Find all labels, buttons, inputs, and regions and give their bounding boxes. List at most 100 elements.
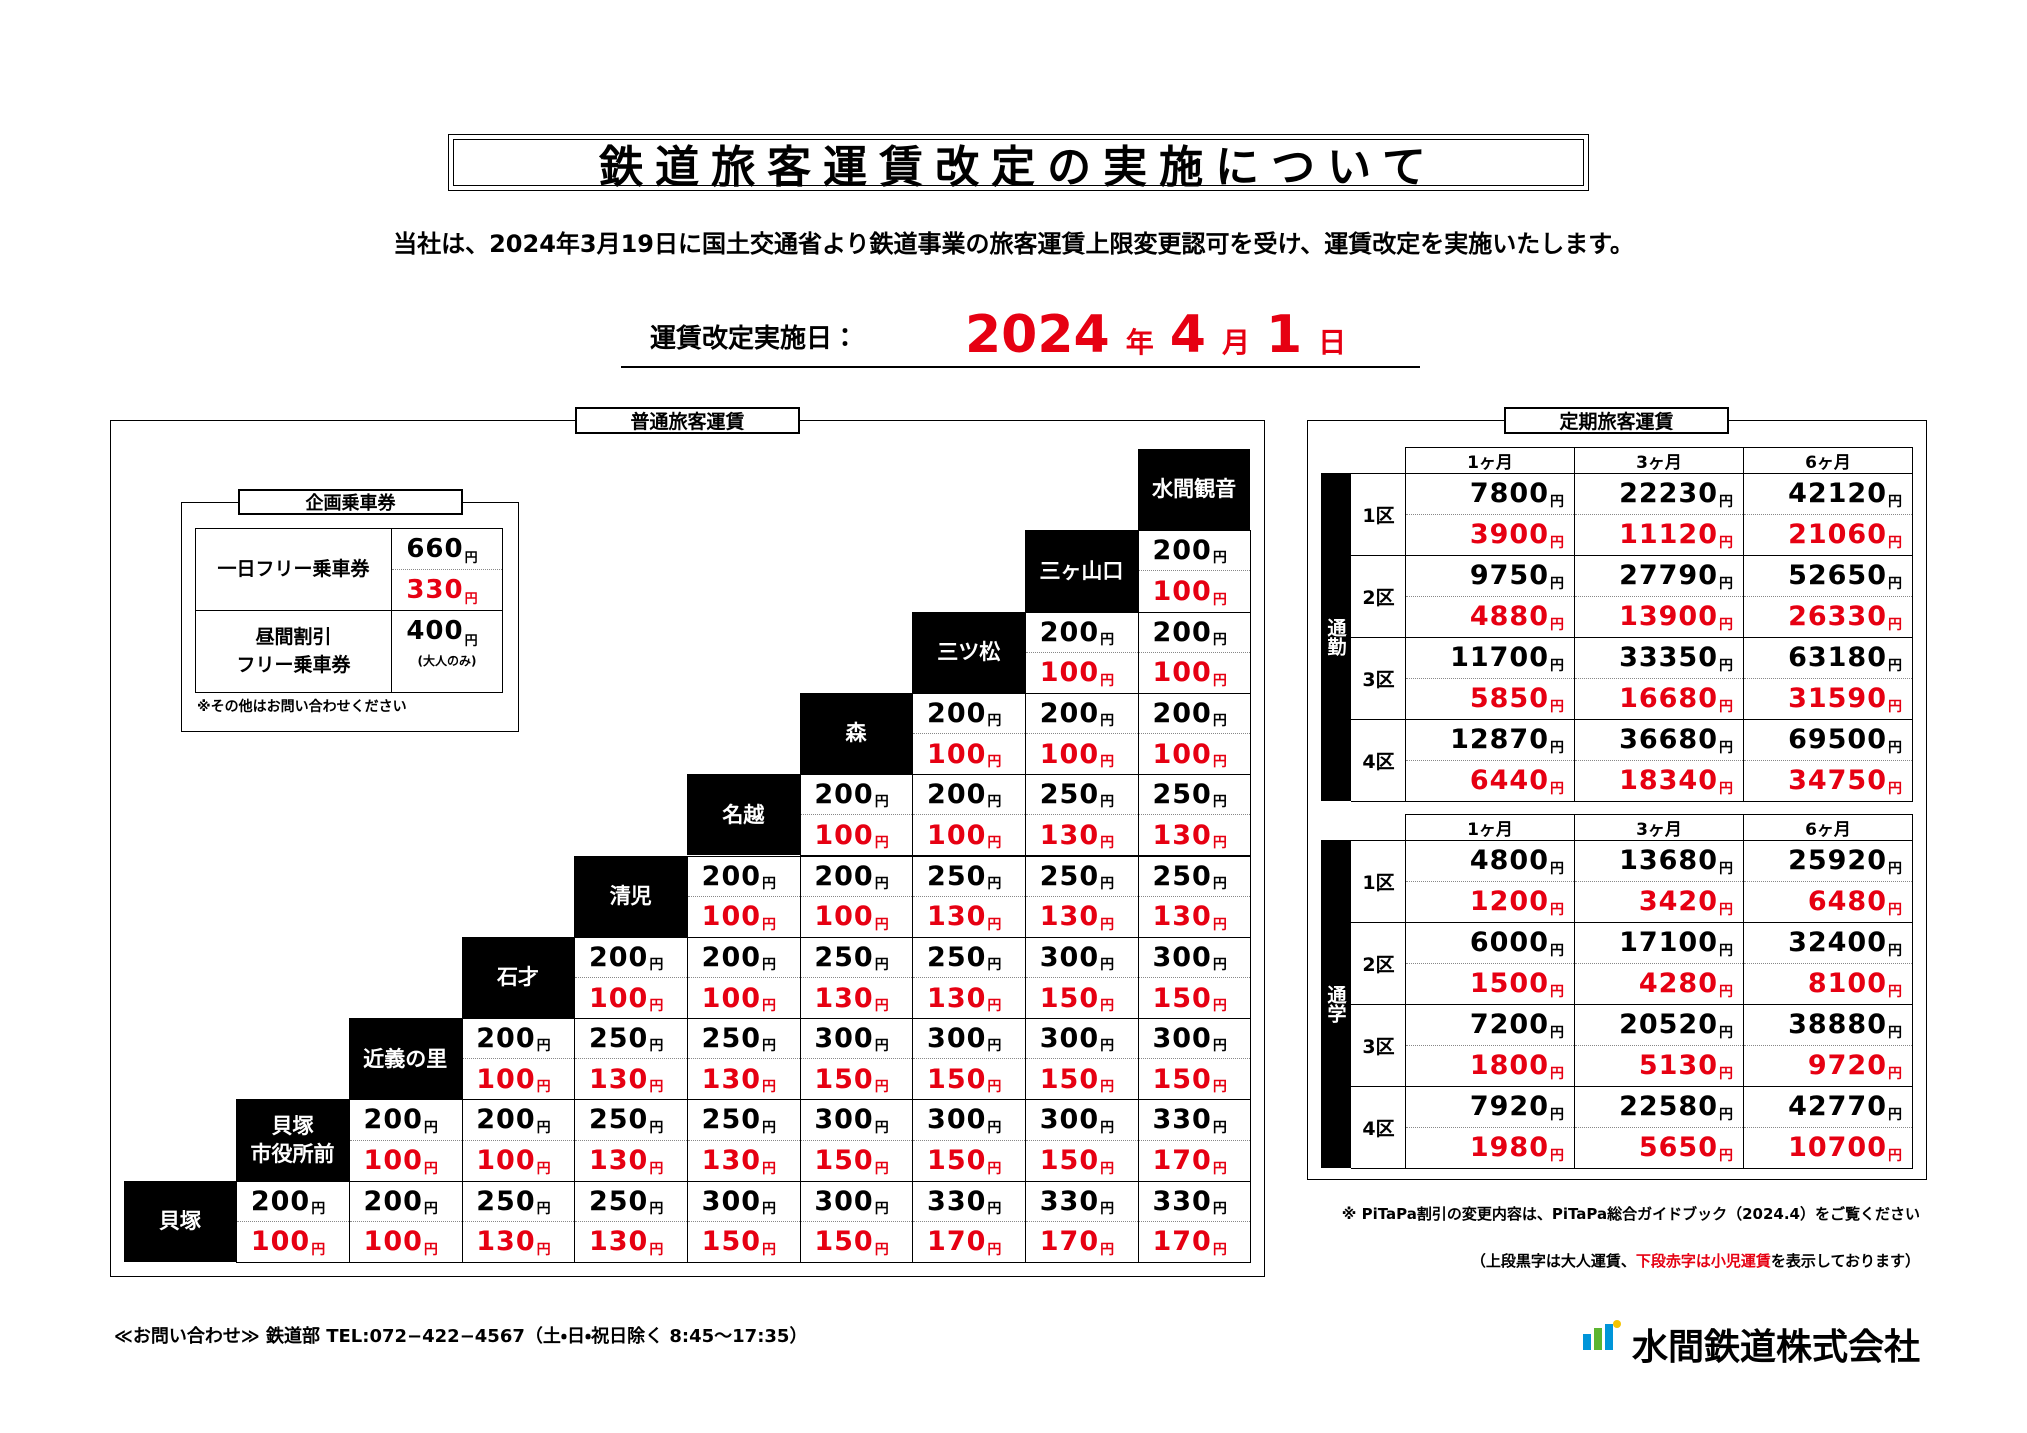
station: 森 <box>799 692 913 775</box>
fare-cell: 200 円 100 円 <box>799 774 914 857</box>
child-fare: 130 円 <box>913 978 1025 1018</box>
child-fare: 150 円 <box>1139 978 1251 1018</box>
fare: 250 <box>588 1023 649 1055</box>
adult-fare: 300 円 <box>913 1100 1026 1141</box>
child-fare: 150 円 <box>913 1141 1025 1181</box>
child-fare: 150 円 <box>688 1222 800 1262</box>
fare: 250 <box>814 941 874 973</box>
yen: 円 <box>536 1119 551 1136</box>
fare-cell: 250 円 130 円 <box>1137 774 1252 857</box>
adult-fare: 400 円 <box>392 611 502 652</box>
ticket-note: (大人のみ) <box>417 653 477 668</box>
adult-fare: 17100 円 <box>1575 923 1743 964</box>
fare: 11120 <box>1619 519 1718 551</box>
fare: 38880 <box>1788 1009 1887 1041</box>
fare: 42770 <box>1788 1091 1887 1123</box>
adult-fare: 200 円 <box>800 857 913 897</box>
regular-title: 普通旅客運賃 <box>575 407 800 434</box>
yen: 円 <box>987 956 1002 973</box>
yen: 円 <box>311 1241 326 1258</box>
yen: 円 <box>536 1200 551 1217</box>
adult-fare: 7200 円 <box>1406 1005 1574 1046</box>
fare-cell: 300 円 150 円 <box>1137 1018 1252 1101</box>
adult-fare: 300 円 <box>1026 1100 1138 1141</box>
yen: 円 <box>1719 984 1733 1000</box>
yen: 円 <box>1888 984 1902 1000</box>
fare-cell: 9750 円 4880 円 <box>1405 555 1575 638</box>
adult-fare: 250 円 <box>1026 857 1138 897</box>
fare-cell: 13680 円 3420 円 <box>1574 840 1744 923</box>
child-fare: 100 円 <box>463 1059 575 1099</box>
fare-cell: 200 円 100 円 <box>687 855 801 938</box>
child-fare: 21060 円 <box>1744 515 1912 556</box>
fare: 170 <box>1152 1145 1212 1177</box>
yen: 円 <box>1212 835 1227 852</box>
fare-cell: 300 円 150 円 <box>799 1099 914 1182</box>
fare: 150 <box>814 1226 874 1258</box>
fare-cell: 63180 円 31590 円 <box>1743 637 1913 720</box>
child-fare: 100 円 <box>688 897 800 937</box>
yen: 円 <box>1888 535 1902 551</box>
fare: 250 <box>476 1185 536 1217</box>
fare: 130 <box>814 982 874 1014</box>
fare: 130 <box>588 1145 649 1177</box>
yen: 円 <box>762 875 777 892</box>
yen: 円 <box>1550 781 1564 797</box>
fare: 100 <box>1152 657 1212 689</box>
fare: 11700 <box>1450 642 1549 674</box>
station: 石才 <box>461 936 575 1019</box>
yen: 円 <box>874 1241 889 1258</box>
fare: 300 <box>1039 1023 1100 1055</box>
fare: 100 <box>476 1145 536 1177</box>
adult-fare: 250 円 <box>913 857 1026 897</box>
fare: 300 <box>1152 1023 1212 1055</box>
fare: 1980 <box>1469 1132 1549 1164</box>
fare: 100 <box>476 1063 536 1095</box>
yen: 円 <box>649 1200 664 1217</box>
fare: 250 <box>1039 779 1100 811</box>
pitapa-note: ※ PiTaPa割引の変更内容は、PiTaPa総合ガイドブック（2024.4）を… <box>1341 1205 1920 1223</box>
adult-fare: 250 円 <box>1138 857 1251 897</box>
yen: 円 <box>536 1160 551 1177</box>
adult-fare: 200 円 <box>913 694 1026 735</box>
fare: 300 <box>927 1023 987 1055</box>
fare: 27790 <box>1619 560 1718 592</box>
fare: 13680 <box>1619 845 1718 877</box>
fare-cell: 300 円 150 円 <box>1025 1018 1139 1101</box>
fare: 25920 <box>1788 845 1887 877</box>
yen: 円 <box>1550 699 1564 715</box>
yen: 円 <box>762 1200 777 1217</box>
fare: 9750 <box>1469 560 1549 592</box>
child-fare: 4880 円 <box>1406 597 1574 638</box>
yen: 円 <box>1212 1038 1227 1055</box>
zone: 1区 <box>1351 840 1406 923</box>
fare-cell: 42120 円 21060 円 <box>1743 473 1913 556</box>
fare: 100 <box>363 1145 423 1177</box>
child-fare: 31590 円 <box>1744 679 1912 720</box>
child-fare: 5650 円 <box>1575 1128 1743 1169</box>
yen: 円 <box>464 633 478 649</box>
fare-cell: 22230 円 11120 円 <box>1574 473 1744 556</box>
yen: 円 <box>1212 754 1227 771</box>
child-fare: 10700 円 <box>1744 1128 1912 1169</box>
fare: 150 <box>814 1145 874 1177</box>
fare-cell: 7800 円 3900 円 <box>1405 473 1575 556</box>
child-fare: 100 円 <box>913 734 1025 774</box>
child-fare: 6440 円 <box>1406 761 1574 802</box>
fare-cell: 200 円 100 円 <box>1137 611 1252 694</box>
yen: 円 <box>423 1160 438 1177</box>
fare-cell: 250 円 130 円 <box>574 1099 688 1182</box>
yen: 円 <box>1888 575 1902 592</box>
yen: 円 <box>1100 835 1115 852</box>
fare: 150 <box>1039 982 1100 1014</box>
legend-text: 下段赤字は小児運賃 <box>1635 1252 1771 1270</box>
period-header: 3ヶ月 <box>1574 814 1744 841</box>
yen: 円 <box>1550 657 1564 674</box>
child-fare: 130 円 <box>913 897 1025 937</box>
fare: 1200 <box>1469 886 1549 918</box>
yen: 円 <box>762 1160 777 1177</box>
fare: 130 <box>588 1063 649 1095</box>
fare: 200 <box>588 941 649 973</box>
yen: 円 <box>1719 1024 1733 1041</box>
yen: 円 <box>1719 657 1733 674</box>
